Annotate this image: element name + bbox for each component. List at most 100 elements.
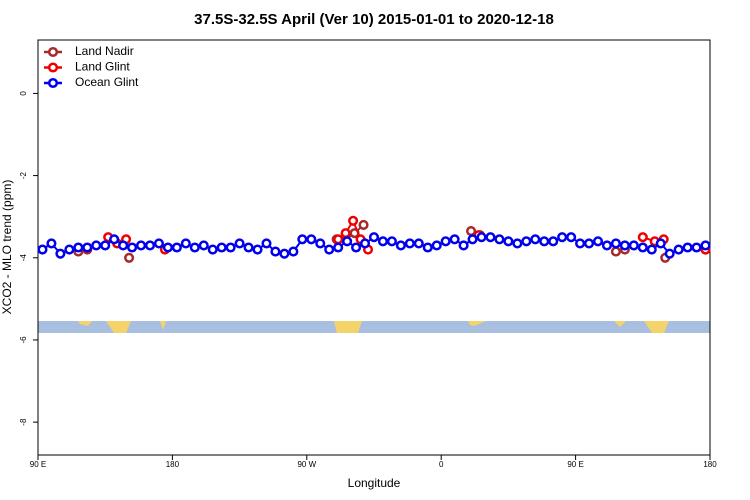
point (333, 234, 344, 245)
point (297, 234, 308, 245)
point (610, 246, 621, 257)
x-tick-label: 90 W (297, 460, 316, 469)
point (386, 236, 397, 247)
point (368, 232, 380, 243)
point (127, 242, 138, 253)
point (358, 219, 369, 230)
point (37, 244, 48, 255)
point (109, 234, 120, 245)
point (261, 238, 272, 249)
point (431, 240, 442, 251)
point (243, 242, 254, 253)
point (144, 240, 156, 251)
point (359, 238, 371, 249)
point (377, 236, 389, 247)
point (628, 240, 639, 251)
land (468, 321, 486, 326)
point (315, 238, 326, 249)
point (225, 242, 236, 253)
point (46, 238, 57, 249)
point (601, 240, 613, 251)
land (106, 321, 131, 333)
point (171, 242, 182, 253)
point (118, 240, 129, 251)
land (614, 321, 626, 327)
point (503, 236, 514, 247)
point (135, 240, 147, 251)
point (279, 248, 290, 259)
point (404, 238, 415, 249)
point (637, 232, 648, 243)
point (413, 238, 424, 249)
x-tick-label: 0 (439, 460, 444, 469)
point (395, 240, 406, 251)
point (207, 244, 218, 255)
point (180, 238, 191, 249)
point (637, 242, 648, 253)
x-tick-label: 180 (703, 460, 717, 469)
legend-marker (47, 46, 59, 58)
point (55, 248, 66, 259)
y-tick-label: -2 (19, 171, 28, 179)
legend-label: Land Glint (75, 60, 130, 74)
point (512, 238, 523, 249)
point (351, 242, 362, 253)
x-tick-label: 90 E (30, 460, 46, 469)
x-tick-label: 90 E (567, 460, 583, 469)
point (619, 240, 630, 251)
x-axis-label: Longitude (348, 476, 401, 490)
point (521, 236, 532, 247)
point (340, 228, 351, 239)
point (646, 244, 657, 255)
ocean-strip (38, 321, 710, 333)
y-tick-label: -8 (19, 418, 28, 426)
point (700, 240, 711, 251)
point (73, 242, 84, 253)
point (82, 242, 93, 253)
point (467, 234, 478, 245)
legend-marker (47, 62, 59, 73)
point (530, 234, 541, 245)
point (664, 248, 675, 259)
point (449, 234, 460, 245)
point (306, 234, 317, 245)
land-mask (38, 321, 710, 333)
point (162, 242, 173, 253)
point (566, 232, 577, 243)
point (485, 232, 496, 243)
point (422, 242, 433, 253)
point (153, 238, 165, 249)
point (342, 236, 353, 247)
land (644, 321, 669, 333)
x-tick-label: 180 (166, 460, 180, 469)
point (252, 244, 263, 255)
y-tick-label: -4 (19, 254, 28, 262)
point (440, 236, 451, 247)
point (557, 232, 568, 243)
point (348, 215, 359, 226)
point (592, 236, 604, 247)
point (288, 246, 299, 257)
point (682, 242, 693, 253)
legend-label: Ocean Glint (75, 75, 139, 89)
point (610, 238, 621, 249)
point (655, 238, 666, 249)
point (234, 238, 245, 249)
point (324, 244, 335, 255)
point (494, 234, 505, 245)
chart-title: 37.5S-32.5S April (Ver 10) 2015-01-01 to… (194, 11, 554, 28)
point (673, 244, 684, 255)
point (575, 238, 586, 249)
point (691, 242, 702, 253)
point (458, 240, 469, 251)
y-axis-label: XCO2 - MLO trend (ppm) (0, 180, 14, 315)
land (78, 321, 92, 326)
point (539, 236, 550, 247)
land (334, 321, 362, 333)
point (91, 240, 102, 251)
point (198, 240, 209, 251)
point (270, 246, 281, 257)
point (476, 232, 487, 243)
legend-marker (47, 77, 59, 89)
